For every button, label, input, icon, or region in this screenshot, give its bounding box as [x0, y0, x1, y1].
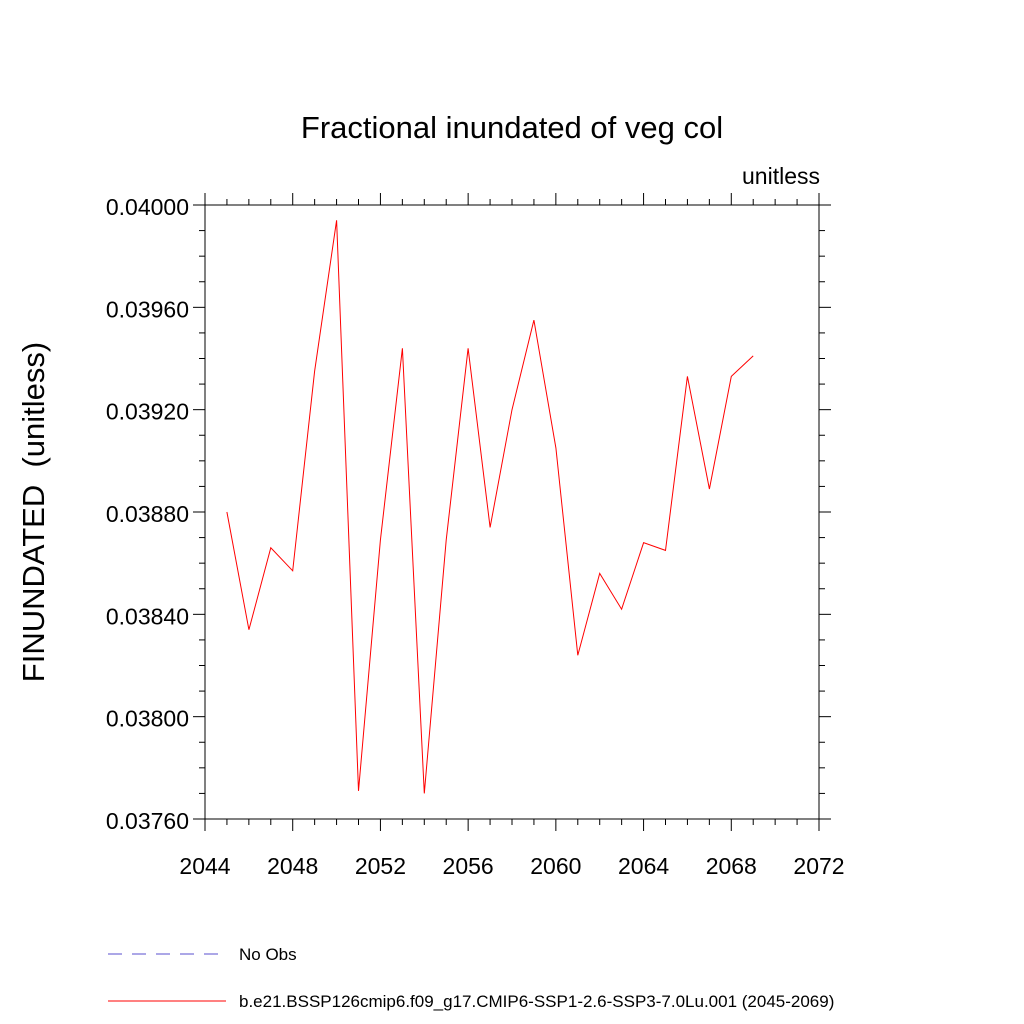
series-line: [226, 220, 754, 794]
x-tick-label: 2060: [530, 853, 581, 879]
chart-title: Fractional inundated of veg col: [301, 110, 723, 145]
y-tick-label: 0.03840: [106, 603, 189, 629]
y-axis-ticks: 0.03760 0.03800 0.03840 0.03880 0.03920 0.039…: [106, 194, 831, 834]
x-tick-label: 2072: [793, 853, 844, 879]
x-tick-label: 2044: [179, 853, 230, 879]
legend-label-no-obs: No Obs: [239, 945, 297, 964]
series-layer: [226, 220, 754, 794]
x-tick-label: 2048: [267, 853, 318, 879]
x-tick-label: 2068: [706, 853, 757, 879]
y-tick-label: 0.03800: [106, 706, 189, 732]
y-tick-label: 0.03760: [106, 808, 189, 834]
x-tick-label: 2056: [443, 853, 494, 879]
y-tick-label: 0.03880: [106, 501, 189, 527]
y-axis-label: FINUNDATED (unitless): [16, 342, 51, 682]
plot-frame: [204, 204, 820, 820]
legend-label-model-run: b.e21.BSSP126cmip6.f09_g17.CMIP6-SSP1-2.…: [239, 992, 834, 1011]
y-tick-label: 0.04000: [106, 194, 189, 220]
x-tick-label: 2052: [355, 853, 406, 879]
y-tick-label: 0.03960: [106, 296, 189, 322]
units-label: unitless: [742, 163, 820, 189]
x-axis-ticks: 2044 2048 2052 2056 2060 2064 2068 2072: [179, 193, 845, 879]
y-tick-label: 0.03920: [106, 399, 189, 425]
legend: No Obs b.e21.BSSP126cmip6.f09_g17.CMIP6-…: [108, 945, 834, 1011]
x-tick-label: 2064: [618, 853, 669, 879]
